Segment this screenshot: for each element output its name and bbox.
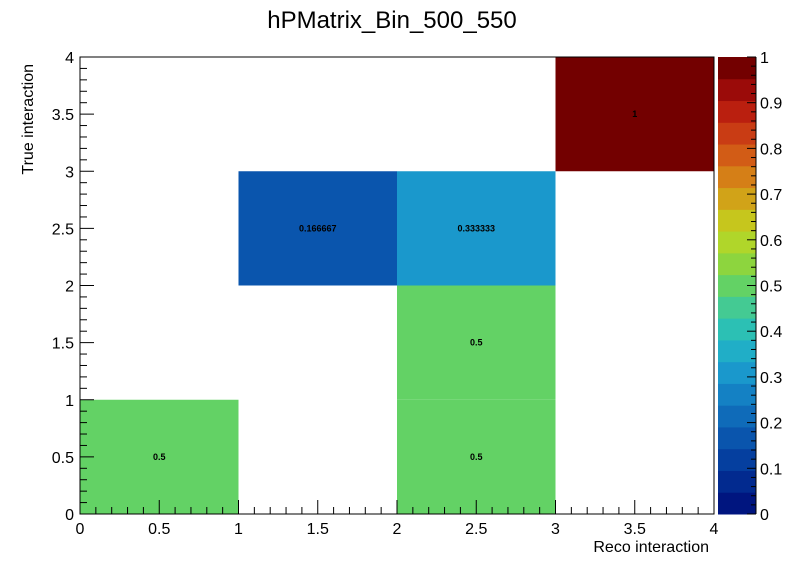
color-scale-swatch xyxy=(718,405,756,428)
y-tick-label: 0.5 xyxy=(52,450,74,467)
z-tick-label: 0.9 xyxy=(760,96,782,113)
y-tick-label: 3.5 xyxy=(52,107,74,124)
cell-value-label: 0.5 xyxy=(153,452,166,462)
z-tick-label: 0.3 xyxy=(760,370,782,387)
color-scale-swatch xyxy=(718,165,756,189)
y-tick-label: 2 xyxy=(65,279,74,296)
x-axis-label: Reco interaction xyxy=(593,539,709,556)
color-scale-swatch xyxy=(718,318,756,341)
x-tick-label: 1 xyxy=(234,521,243,538)
z-tick-label: 1 xyxy=(760,50,769,67)
y-axis: 0 0.5 1 1.5 2 2.5 3 3.5 4 xyxy=(52,50,94,524)
heatmap-cell xyxy=(238,171,397,286)
color-scale-swatch xyxy=(718,57,756,80)
z-tick-label: 0.4 xyxy=(760,324,782,341)
z-tick-label: 0.6 xyxy=(760,233,782,250)
color-scale-swatch xyxy=(718,492,756,515)
color-scale-swatch xyxy=(718,470,756,493)
color-scale-swatch xyxy=(718,426,756,450)
color-scale: 0 0.1 0.2 0.3 0.4 0.5 0.6 0.7 0.8 0.9 1 xyxy=(718,50,782,524)
z-tick-label: 0.5 xyxy=(760,279,782,296)
heatmap-cells: 0.5 0.5 0.5 0.166667 0.333333 1 xyxy=(80,57,714,514)
color-scale-swatch xyxy=(718,100,756,123)
z-tick-label: 0.8 xyxy=(760,141,782,158)
y-tick-label: 0 xyxy=(65,507,74,524)
x-tick-label: 4 xyxy=(710,521,719,538)
color-scale-swatch xyxy=(718,383,756,406)
x-tick-label: 1.5 xyxy=(307,521,329,538)
color-scale-swatch xyxy=(718,144,756,167)
cell-value-label: 1 xyxy=(632,109,637,119)
x-tick-label: 3 xyxy=(551,521,560,538)
color-scale-swatch xyxy=(718,361,756,384)
x-tick-label: 3.5 xyxy=(624,521,646,538)
color-scale-swatch xyxy=(718,209,756,232)
x-tick-label: 0.5 xyxy=(148,521,170,538)
heatmap-cell xyxy=(397,285,556,400)
heatmap-cell xyxy=(397,399,556,514)
chart-title: hPMatrix_Bin_500_550 xyxy=(267,7,517,34)
x-tick-label: 2 xyxy=(393,521,402,538)
color-scale-swatch xyxy=(718,274,756,297)
color-scale-swatch xyxy=(718,122,756,145)
heatmap-cell xyxy=(555,57,714,172)
color-scale-swatch xyxy=(718,252,756,276)
cell-value-label: 0.5 xyxy=(470,338,483,348)
color-scale-swatch xyxy=(718,339,756,363)
heatmap-cell xyxy=(80,399,239,514)
z-tick-label: 0 xyxy=(760,507,769,524)
cell-value-label: 0.5 xyxy=(470,452,483,462)
z-tick-label: 0.1 xyxy=(760,461,782,478)
color-scale-swatch xyxy=(718,78,756,102)
color-scale-swatch xyxy=(718,448,756,471)
heatmap-cell xyxy=(397,171,556,286)
y-tick-label: 1.5 xyxy=(52,336,74,353)
color-scale-swatch xyxy=(718,296,756,319)
y-tick-label: 2.5 xyxy=(52,221,74,238)
color-scale-swatch xyxy=(718,187,756,210)
y-tick-label: 4 xyxy=(65,50,74,67)
y-tick-label: 3 xyxy=(65,164,74,181)
y-axis-label: True interaction xyxy=(20,64,37,175)
z-tick-label: 0.2 xyxy=(760,416,782,433)
color-scale-swatch xyxy=(718,231,756,254)
cell-value-label: 0.166667 xyxy=(299,223,337,233)
y-tick-label: 1 xyxy=(65,393,74,410)
x-tick-label: 0 xyxy=(76,521,85,538)
cell-value-label: 0.333333 xyxy=(457,223,495,233)
x-axis: 0 0.5 1 1.5 2 2.5 3 3.5 4 xyxy=(76,500,719,538)
z-tick-label: 0.7 xyxy=(760,187,782,204)
x-tick-label: 2.5 xyxy=(465,521,487,538)
